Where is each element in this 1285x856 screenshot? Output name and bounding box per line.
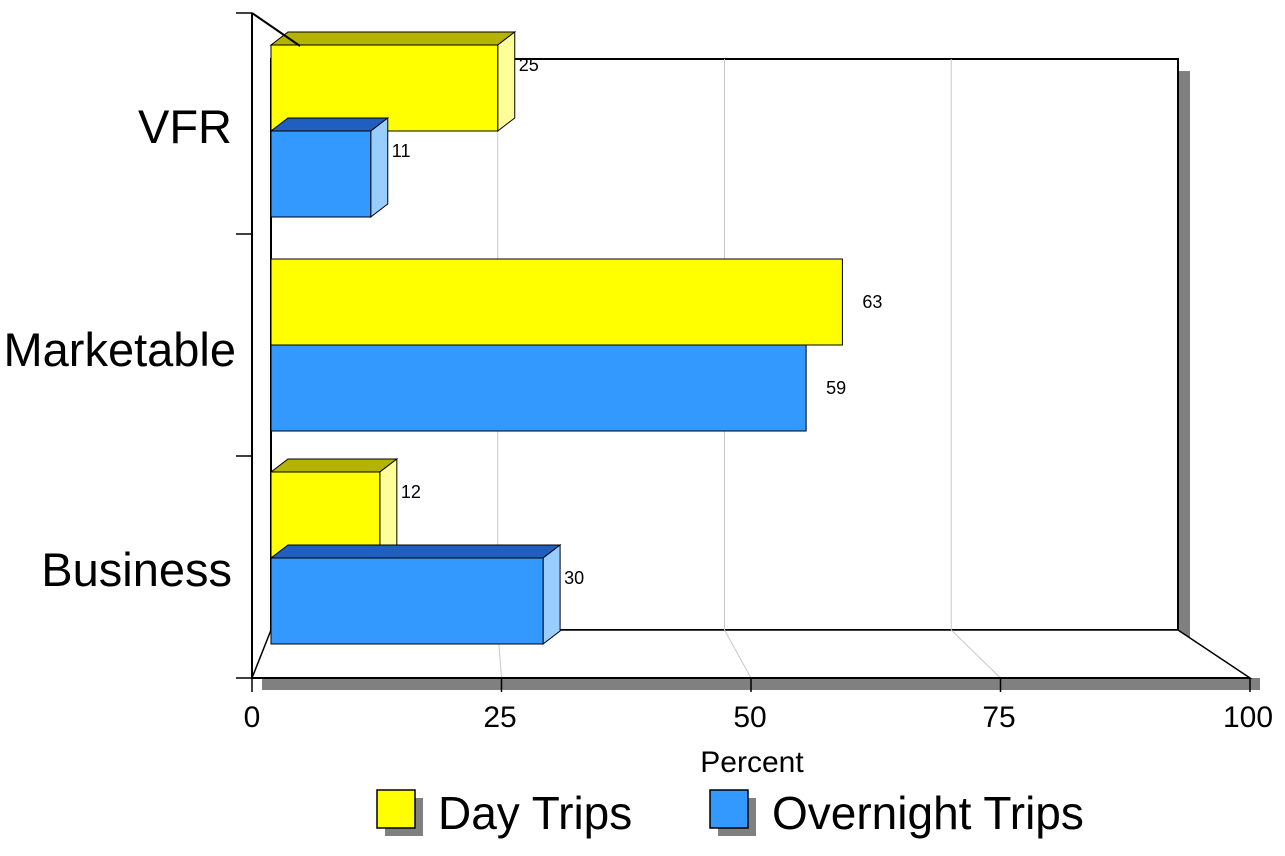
bar-overnight-trips-marketable xyxy=(270,344,807,432)
x-tick-label-0: 0 xyxy=(244,701,261,734)
legend-swatch-day-trips xyxy=(376,789,416,829)
x-tick-label-50: 50 xyxy=(733,701,766,734)
bars xyxy=(269,30,843,646)
data-label-day-trips-business: 12 xyxy=(401,482,421,502)
data-label-overnight-trips-business: 30 xyxy=(564,568,584,588)
category-label-vfr: VFR xyxy=(138,100,232,153)
back-wall-shadow xyxy=(1178,71,1190,642)
bar-top-day-trips-vfr xyxy=(269,31,517,46)
y-axis-top-edge xyxy=(251,12,301,47)
category-label-business: Business xyxy=(41,543,232,596)
legend-label-day-trips: Day Trips xyxy=(438,787,632,839)
data-label-day-trips-vfr: 25 xyxy=(519,55,539,75)
x-tick-label-100: 100 xyxy=(1223,701,1273,734)
gridline-floor-50 xyxy=(724,629,752,679)
gridline-floor-75 xyxy=(950,629,1001,679)
axes xyxy=(236,12,1251,692)
bar-side-overnight-trips-vfr xyxy=(370,116,389,219)
data-label-overnight-trips-vfr: 11 xyxy=(392,141,411,161)
bar-day-trips-vfr xyxy=(270,44,499,132)
data-label-day-trips-marketable: 63 xyxy=(862,292,882,312)
bar-day-trips-business xyxy=(270,471,381,559)
bar-top-overnight-trips-vfr xyxy=(269,117,390,132)
legend-label-overnight-trips: Overnight Trips xyxy=(772,787,1084,839)
bar-side-day-trips-business xyxy=(379,457,398,560)
legend: Day Trips Overnight Trips xyxy=(376,787,1084,839)
data-label-overnight-trips-marketable: 59 xyxy=(826,378,846,398)
bar-top-day-trips-business xyxy=(269,458,399,473)
x-axis-title: Percent xyxy=(700,746,804,779)
bar-side-day-trips-vfr xyxy=(497,30,516,133)
category-label-marketable: Marketable xyxy=(4,323,237,376)
bar-overnight-trips-business xyxy=(270,557,544,645)
bar-overnight-trips-vfr xyxy=(270,130,372,218)
data-labels: 25 11 63 59 12 30 xyxy=(392,55,883,588)
floor-shadow xyxy=(262,678,1260,690)
bar-day-trips-marketable xyxy=(270,258,843,346)
bar-top-overnight-trips-business xyxy=(269,544,562,559)
x-tick-label-75: 75 xyxy=(982,701,1015,734)
legend-swatch-overnight-trips xyxy=(709,789,749,829)
x-tick-label-25: 25 xyxy=(483,701,516,734)
bar-side-overnight-trips-business xyxy=(542,543,561,646)
